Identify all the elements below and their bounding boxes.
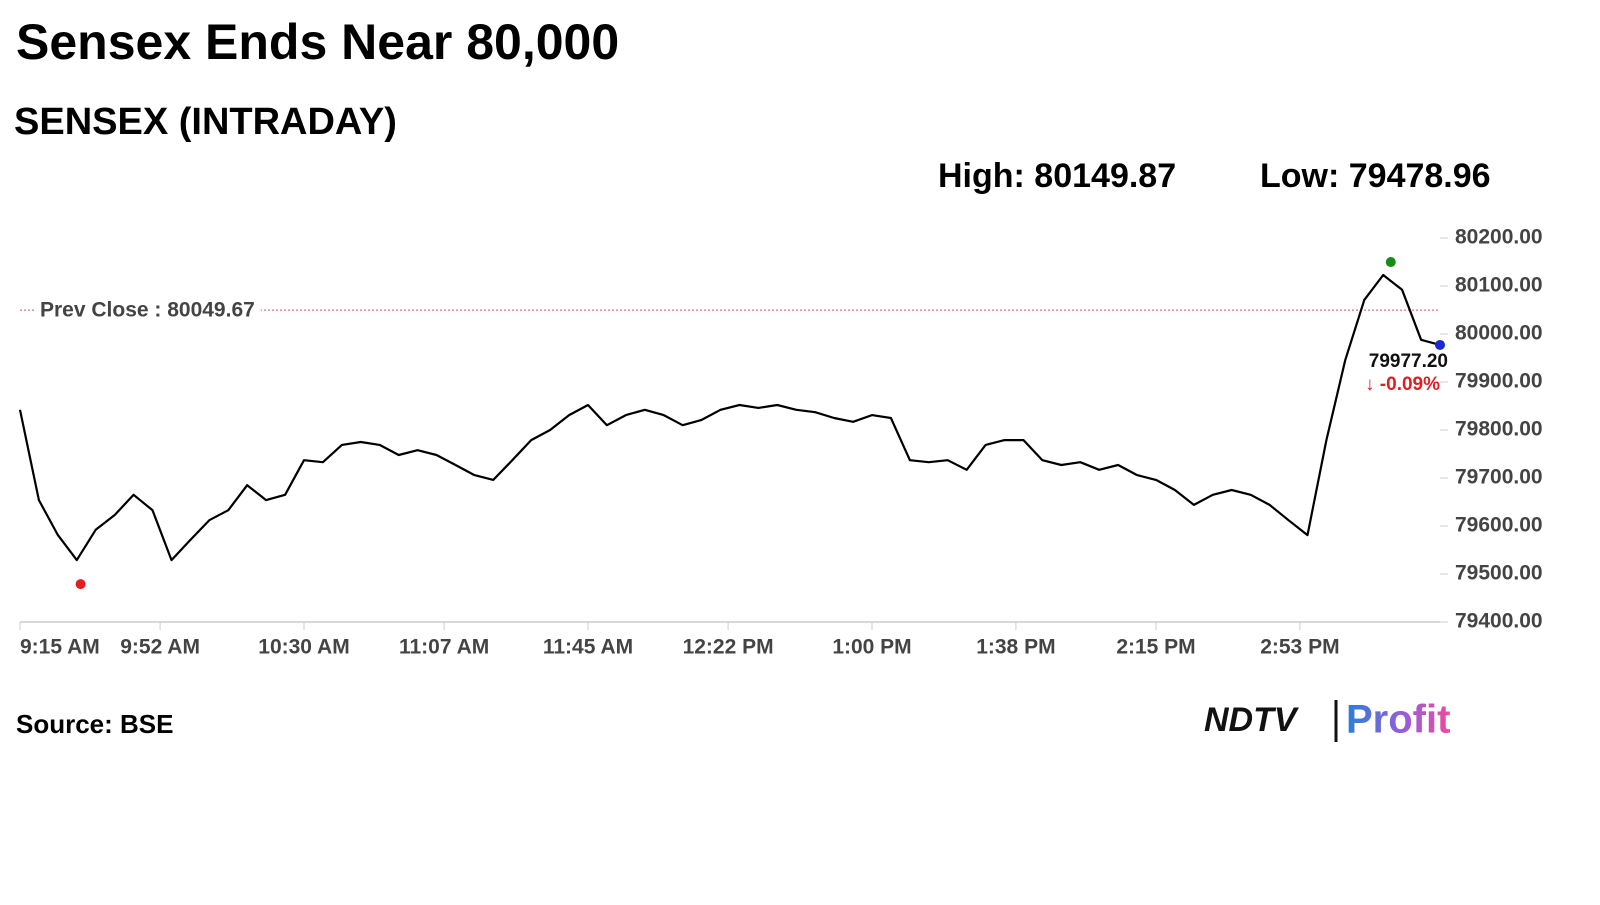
high-label: High: 80149.87: [938, 157, 1176, 195]
chart-subtitle: SENSEX (INTRADAY): [14, 101, 397, 143]
x-tick-label: 1:00 PM: [832, 636, 911, 659]
x-tick-label: 10:30 AM: [258, 636, 349, 659]
y-tick-label: 80200.00: [1455, 226, 1543, 249]
price-line: [18, 273, 1441, 562]
x-tick-label: 11:07 AM: [399, 636, 489, 659]
y-tick-label: 79900.00: [1455, 370, 1543, 393]
low-label: Low: 79478.96: [1260, 157, 1491, 195]
y-tick-label: 79600.00: [1455, 514, 1543, 537]
logo-ndtv: NDTV: [1204, 701, 1300, 739]
prev-close-label: Prev Close : 80049.67: [40, 299, 255, 322]
x-tick-label: 2:53 PM: [1260, 636, 1339, 659]
y-tick-label: 79500.00: [1455, 562, 1543, 585]
change-label: ↓ -0.09%: [1365, 374, 1440, 395]
last-value-label: 79977.20: [1369, 351, 1448, 372]
y-tick-label: 79700.00: [1455, 466, 1543, 489]
y-tick-label: 80000.00: [1455, 322, 1543, 345]
logo-profit: Profit: [1346, 698, 1450, 742]
y-tick-label: 79800.00: [1455, 418, 1543, 441]
chart-title: Sensex Ends Near 80,000: [16, 14, 619, 70]
high-point: [1385, 257, 1396, 268]
x-tick-label: 2:15 PM: [1116, 636, 1195, 659]
prev-close-bg: [34, 298, 261, 322]
source: Source: BSE: [16, 709, 174, 739]
x-tick-label: 11:45 AM: [543, 636, 633, 659]
x-tick-label: 1:38 PM: [976, 636, 1055, 659]
last-point: [1435, 339, 1445, 350]
y-tick-label: 80100.00: [1455, 274, 1543, 297]
x-tick-label: 12:22 PM: [683, 636, 774, 659]
x-tick-label: 9:15 AM: [20, 636, 100, 659]
x-tick-label: 9:52 AM: [120, 636, 200, 659]
y-tick-label: 79400.00: [1455, 610, 1543, 633]
low-point: [75, 579, 86, 590]
